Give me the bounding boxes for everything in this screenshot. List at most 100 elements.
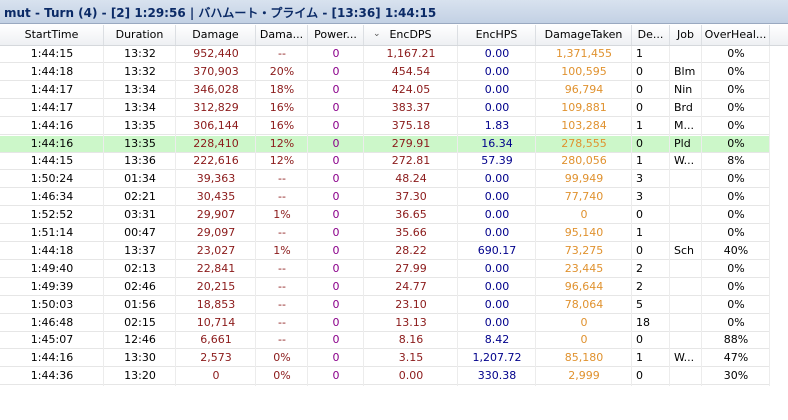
cell-damagepct: -- — [278, 47, 286, 60]
column-header-damage[interactable]: Damage — [176, 25, 256, 45]
column-divider — [255, 46, 256, 386]
cell-overheal: 88% — [723, 333, 749, 347]
column-header-job[interactable]: Job — [670, 25, 702, 45]
cell-taken: 0 — [580, 333, 588, 347]
table-row[interactable]: 1:44:16 13:30 2,573 0% 0 3.15 1,207.72 85,180 1 W… — [0, 350, 770, 368]
cell-start: 1:44:15 — [30, 154, 74, 168]
cell-encdps: 37.30 — [395, 190, 427, 204]
column-header-deaths[interactable]: De... — [632, 25, 670, 45]
table-row[interactable]: 1:44:15 13:36 222,616 12% 0 272.81 57.39 280,05… — [0, 153, 770, 171]
cell-duration: 13:35 — [124, 118, 156, 132]
column-divider — [457, 46, 458, 386]
encounter-data-grid[interactable]: StartTime Duration Damage Dama... Power... En… — [0, 25, 788, 420]
cell-overheal: 0% — [727, 172, 745, 186]
table-row[interactable]: 1:46:34 02:21 30,435 -- 0 37.30 0.00 77,740 3 0% — [0, 189, 770, 207]
table-row[interactable]: 1:46:48 02:15 10,714 -- 0 13.13 0.00 0 18 0% — [0, 315, 770, 332]
cell-overheal: 0% — [727, 136, 745, 150]
cell-damage: 952,440 — [193, 47, 239, 60]
cell-taken: 85,180 — [564, 351, 604, 365]
cell-taken: 96,644 — [564, 279, 604, 293]
column-divider — [631, 46, 632, 386]
cell-enchps: 0.00 — [484, 208, 510, 222]
cell-damage: 20,215 — [196, 279, 236, 293]
cell-encdps: 1,167.21 — [386, 47, 436, 60]
cell-start: 1:44:16 — [30, 118, 74, 132]
cell-overheal: 0% — [727, 261, 745, 275]
cell-enchps: 1,207.72 — [472, 351, 522, 365]
cell-overheal: 40% — [723, 243, 749, 257]
cell-enchps: 16.34 — [481, 136, 513, 150]
table-row[interactable]: 1:49:39 02:46 20,215 -- 0 24.77 0.00 96,644 2 0% — [0, 279, 770, 296]
column-header-duration[interactable]: Duration — [104, 25, 176, 45]
column-header-encdps[interactable]: EncDPS — [364, 25, 458, 45]
cell-damage: 10,714 — [196, 315, 236, 329]
cell-power: 0 — [332, 100, 340, 114]
cell-enchps: 330.38 — [477, 369, 517, 383]
cell-power: 0 — [332, 82, 340, 96]
cell-enchps: 0.00 — [484, 297, 510, 311]
cell-damagepct: 16% — [269, 100, 295, 114]
cell-job — [670, 225, 702, 241]
table-row[interactable]: 1:44:36 13:20 0 0% 0 0.00 330.38 2,999 0 30% — [0, 368, 770, 386]
column-header-overheal[interactable]: OverHeal... — [702, 25, 770, 45]
table-row[interactable]: 1:44:17 13:34 346,028 18% 0 424.05 0.00 96,794 0… — [0, 82, 770, 99]
column-divider — [363, 46, 364, 386]
cell-taken: 73,275 — [564, 243, 604, 257]
cell-job: Nin — [674, 82, 693, 96]
cell-duration: 02:46 — [124, 279, 156, 293]
cell-encdps: 8.16 — [398, 333, 424, 347]
cell-deaths: 18 — [636, 315, 650, 329]
cell-damagepct: -- — [278, 226, 286, 239]
cell-overheal: 0% — [727, 315, 745, 329]
table-row-selected[interactable]: 1:44:16 13:35 228,410 12% 0 279.91 16.34 278,55… — [0, 135, 770, 153]
cell-taken: 77,740 — [564, 190, 604, 204]
column-header-power[interactable]: Power... — [308, 25, 364, 45]
column-divider — [669, 46, 670, 386]
cell-job — [670, 261, 702, 277]
cell-power: 0 — [332, 208, 340, 222]
table-row[interactable]: 1:44:18 13:32 370,903 20% 0 454.54 0.00 100,595… — [0, 64, 770, 81]
cell-duration: 03:31 — [124, 208, 156, 222]
cell-damagepct: -- — [278, 315, 286, 329]
cell-start: 1:50:03 — [30, 297, 74, 311]
cell-damagepct: -- — [278, 297, 286, 311]
column-divider — [535, 46, 536, 386]
table-row[interactable]: 1:44:18 13:37 23,027 1% 0 28.22 690.17 73,275 0 S… — [0, 243, 770, 260]
table-row[interactable]: 1:50:24 01:34 39,363 -- 0 48.24 0.00 99,949 3 0% — [0, 171, 770, 189]
cell-power: 0 — [332, 190, 340, 204]
table-row[interactable]: 1:45:07 12:46 6,661 -- 0 8.16 8.42 0 0 88% — [0, 332, 770, 350]
cell-enchps: 57.39 — [481, 154, 513, 168]
column-header-start[interactable]: StartTime — [0, 25, 104, 45]
table-row[interactable]: 1:51:14 00:47 29,097 -- 0 35.66 0.00 95,140 1 0% — [0, 225, 770, 242]
cell-taken: 78,064 — [564, 297, 604, 311]
cell-deaths: 0 — [636, 208, 643, 222]
cell-deaths: 0 — [636, 369, 643, 383]
cell-damage: 29,097 — [196, 226, 236, 239]
cell-taken: 0 — [580, 315, 588, 329]
column-header-taken[interactable]: DamageTaken — [536, 25, 632, 45]
table-row[interactable]: 1:44:17 13:34 312,829 16% 0 383.37 0.00 109,881… — [0, 100, 770, 117]
cell-damage: 18,853 — [196, 297, 236, 311]
table-row[interactable]: 1:44:16 13:35 306,144 16% 0 375.18 1.83 103,284… — [0, 118, 770, 135]
cell-overheal: 0% — [727, 297, 745, 311]
cell-encdps: 28.22 — [395, 243, 427, 257]
column-header-enchps[interactable]: EncHPS — [458, 25, 536, 45]
column-header-damagepct[interactable]: Dama... — [256, 25, 308, 45]
cell-power: 0 — [332, 243, 340, 257]
table-row[interactable]: 1:44:15 13:32 952,440 -- 0 1,167.21 0.00 1,371,… — [0, 46, 770, 63]
cell-enchps: 0.00 — [484, 261, 510, 275]
table-row[interactable]: 1:50:03 01:56 18,853 -- 0 23.10 0.00 78,064 5 0% — [0, 297, 770, 314]
table-row[interactable]: 1:49:40 02:13 22,841 -- 0 27.99 0.00 23,445 2 0% — [0, 261, 770, 278]
cell-encdps: 3.15 — [398, 351, 424, 365]
window-title: mut - Turn (4) - [2] 1:29:56 | バハムート・プライ… — [4, 6, 437, 20]
cell-damagepct: 18% — [269, 82, 295, 96]
cell-taken: 0 — [580, 208, 588, 222]
cell-job — [670, 46, 702, 62]
cell-damage: 228,410 — [193, 136, 239, 150]
table-row[interactable]: 1:52:52 03:31 29,907 1% 0 36.65 0.00 0 0 0% — [0, 207, 770, 225]
cell-duration: 12:46 — [124, 333, 156, 347]
cell-encdps: 36.65 — [395, 208, 427, 222]
cell-deaths: 0 — [636, 333, 643, 347]
cell-encdps: 35.66 — [395, 226, 427, 239]
cell-duration: 13:32 — [124, 47, 156, 60]
